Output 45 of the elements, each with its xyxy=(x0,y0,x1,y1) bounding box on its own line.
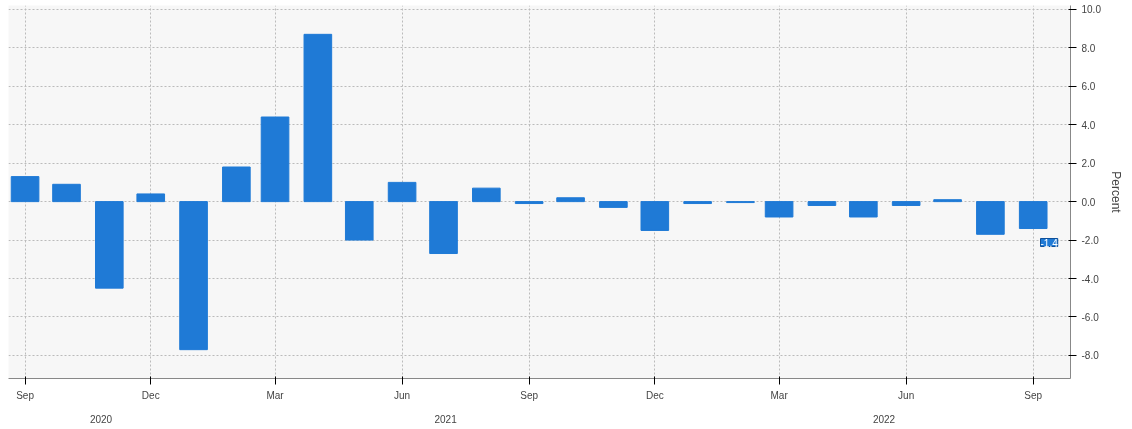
x-tick-label: Sep xyxy=(16,389,35,401)
data-label: -1.4 xyxy=(1040,237,1059,249)
y-tick-label: 0.0 xyxy=(1081,196,1096,208)
x-tick-label: Jun xyxy=(898,389,915,401)
text: 2022 xyxy=(872,413,896,425)
bar xyxy=(599,201,628,208)
x-tick-label: Jun xyxy=(394,389,411,401)
bar xyxy=(260,116,290,203)
bar xyxy=(179,201,208,351)
bar xyxy=(52,183,81,203)
bar xyxy=(95,201,124,289)
x-tick-label: Dec xyxy=(645,389,664,401)
text: 2021 xyxy=(434,413,458,425)
y-axis-title: Percent xyxy=(1108,171,1123,214)
bar xyxy=(556,197,585,203)
bar xyxy=(10,176,40,203)
y-tick-label: 10.0 xyxy=(1081,4,1102,16)
bar xyxy=(807,201,837,206)
bar xyxy=(472,187,501,203)
bar xyxy=(764,201,794,218)
bar xyxy=(222,166,251,203)
bar xyxy=(849,201,878,218)
y-tick-label: 8.0 xyxy=(1081,42,1096,54)
y-tick-label: -2.0 xyxy=(1081,235,1100,247)
bar xyxy=(387,181,417,203)
y-tick-label: -4.0 xyxy=(1081,273,1100,285)
bar xyxy=(429,201,458,255)
bar xyxy=(344,201,374,241)
bar xyxy=(640,201,670,231)
bar xyxy=(303,33,333,203)
y-tick-label: 2.0 xyxy=(1081,158,1096,170)
x-tick-label: Sep xyxy=(520,389,539,401)
bar xyxy=(976,201,1005,235)
y-tick-label: 6.0 xyxy=(1081,81,1096,93)
y-tick-label: -6.0 xyxy=(1081,311,1100,323)
bar xyxy=(136,193,166,203)
y-tick-label: 4.0 xyxy=(1081,119,1096,131)
x-tick-label: Mar xyxy=(266,389,285,401)
bar xyxy=(891,201,921,206)
x-tick-label: Mar xyxy=(770,389,789,401)
x-tick-label: Dec xyxy=(141,389,160,401)
y-tick-label: -8.0 xyxy=(1081,350,1100,362)
bar xyxy=(1018,201,1048,230)
x-tick-label: Sep xyxy=(1024,389,1043,401)
text: 2020 xyxy=(89,413,113,425)
